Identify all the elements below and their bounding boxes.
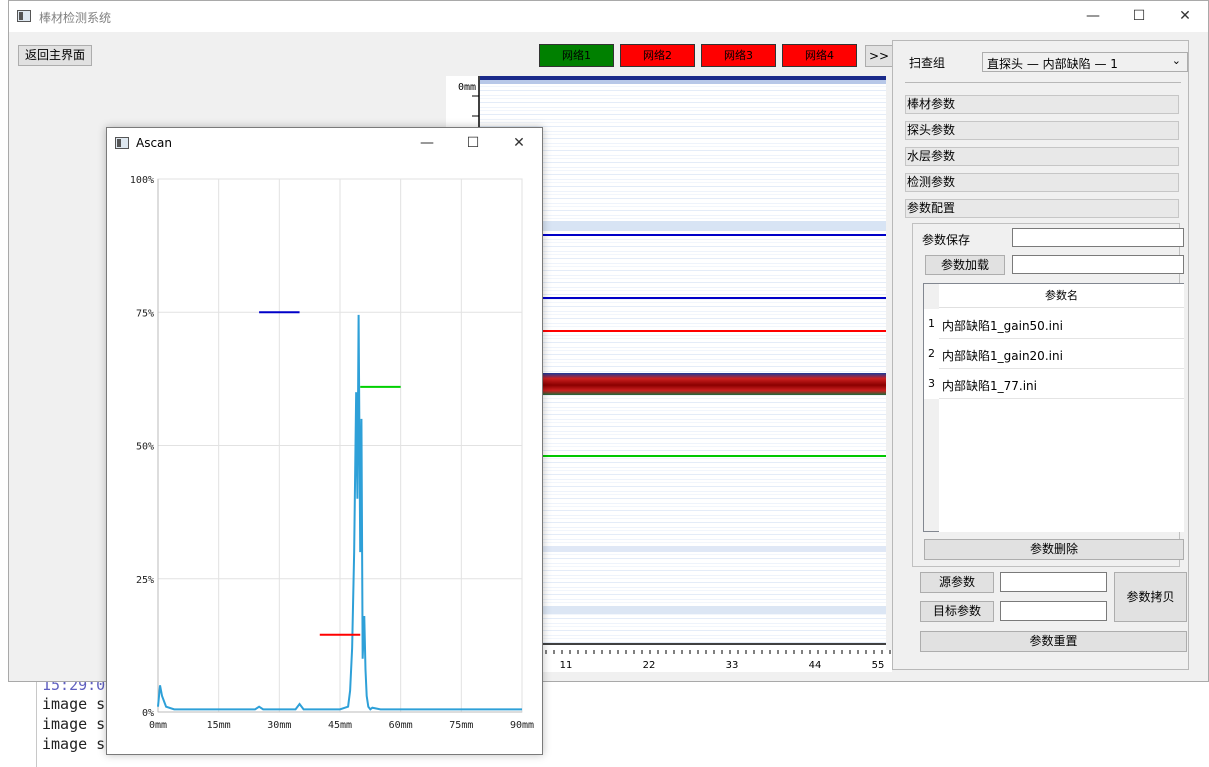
close-button[interactable]: ✕: [1179, 8, 1191, 24]
bscan-x-tick-label: 55: [872, 660, 885, 671]
minimize-button[interactable]: —: [1086, 8, 1100, 24]
bscan-x-tick-label: 11: [560, 660, 573, 671]
param-load-button[interactable]: 参数加载: [925, 255, 1005, 275]
scan-group-label: 扫查组: [909, 56, 946, 70]
row-param-name: 内部缺陷1_gain50.ini: [942, 319, 1063, 333]
back-to-main-button[interactable]: 返回主界面: [18, 45, 92, 66]
maximize-button[interactable]: ☐: [1132, 8, 1146, 24]
param-copy-button[interactable]: 参数拷贝: [1114, 572, 1187, 622]
param-delete-button[interactable]: 参数删除: [924, 539, 1184, 560]
minimize-button[interactable]: —: [420, 135, 434, 151]
source-param-input[interactable]: [1000, 572, 1107, 592]
network-3-button[interactable]: 网络3: [701, 44, 776, 67]
y-tick-label: 75%: [136, 308, 154, 319]
window-title: 棒材检测系统: [39, 11, 112, 25]
bscan-top-band-fade: [480, 80, 886, 84]
ascan-chart[interactable]: 0mm 15mm 30mm 45mm 60mm 75mm 90mm 0% 25% 50% 75% 10…: [107, 159, 542, 755]
row-index: 1: [924, 309, 939, 339]
bscan-x-tick-label: 33: [726, 660, 739, 671]
scan-group-value: 直探头 — 内部缺陷 — 1: [987, 57, 1118, 71]
bscan-x-ruler-labels: 11 22 33 44 55: [446, 650, 892, 672]
network-2-button[interactable]: 网络2: [620, 44, 695, 67]
y-tick-label: 0%: [142, 708, 154, 719]
ascan-title: Ascan: [136, 136, 173, 150]
divider: [905, 82, 1181, 83]
console-line: image s: [42, 695, 106, 713]
chevron-down-icon: ⌄: [1171, 54, 1181, 67]
console-line: image s: [42, 715, 106, 733]
table-row[interactable]: 1 内部缺陷1_gain50.ini: [924, 309, 1184, 339]
section-bar-params[interactable]: 棒材参数: [905, 95, 1179, 114]
source-param-button[interactable]: 源参数: [920, 572, 994, 593]
right-panel: 扫查组 直探头 — 内部缺陷 — 1 ⌄ 棒材参数 探头参数 水层参数 检测参数…: [892, 40, 1189, 670]
y-tick-label: 50%: [136, 442, 154, 453]
y-tick-label: 25%: [136, 575, 154, 586]
ascan-signal-line: [157, 314, 522, 711]
scan-group-select[interactable]: 直探头 — 内部缺陷 — 1 ⌄: [982, 52, 1188, 72]
bscan-x-ruler-svg: 11 22 33 44 55: [545, 650, 891, 671]
row-param-name: 内部缺陷1_gain20.ini: [942, 349, 1063, 363]
bscan-x-ruler: [480, 644, 886, 650]
bscan-top-band: [480, 76, 886, 80]
x-tick-label: 90mm: [510, 720, 534, 731]
row-index: 3: [924, 369, 939, 399]
network-4-button[interactable]: 网络4: [782, 44, 857, 67]
network-1-button[interactable]: 网络1: [539, 44, 614, 67]
param-table[interactable]: 参数名 1 内部缺陷1_gain50.ini 2 内部缺陷1_gain20.in…: [923, 283, 1184, 532]
table-row[interactable]: 2 内部缺陷1_gain20.ini: [924, 339, 1184, 369]
main-titlebar[interactable]: 棒材检测系统 — ☐ ✕: [9, 1, 1208, 32]
x-tick-label: 60mm: [389, 720, 413, 731]
console-line: image s: [42, 735, 106, 753]
param-table-header: 参数名: [939, 284, 1184, 308]
section-probe-params[interactable]: 探头参数: [905, 121, 1179, 140]
x-tick-label: 15mm: [207, 720, 231, 731]
row-param-name: 内部缺陷1_77.ini: [942, 379, 1037, 393]
table-row[interactable]: 3 内部缺陷1_77.ini: [924, 369, 1184, 399]
ascan-titlebar[interactable]: Ascan — ☐ ✕: [107, 128, 542, 159]
target-param-input[interactable]: [1000, 601, 1107, 621]
param-save-label: 参数保存: [922, 233, 971, 247]
more-networks-button[interactable]: >>: [865, 45, 893, 67]
param-table-body: [939, 284, 1184, 532]
close-button[interactable]: ✕: [513, 135, 525, 151]
x-tick-label: 0mm: [149, 720, 167, 731]
param-load-input[interactable]: [1012, 255, 1184, 274]
y-tick-label: 100%: [130, 175, 154, 186]
console-gutter: [36, 660, 37, 767]
row-index: 2: [924, 339, 939, 369]
section-inspection-params[interactable]: 检测参数: [905, 173, 1179, 192]
maximize-button[interactable]: ☐: [466, 135, 480, 151]
section-water-params[interactable]: 水层参数: [905, 147, 1179, 166]
app-icon: [115, 137, 129, 149]
ascan-window: Ascan — ☐ ✕ 0mm 15mm 30mm 45mm 60mm 75mm 90mm 0…: [106, 127, 543, 755]
param-reset-button[interactable]: 参数重置: [920, 631, 1187, 652]
section-param-config[interactable]: 参数配置: [905, 199, 1179, 218]
bscan-echo-band: [480, 221, 886, 231]
x-tick-label: 45mm: [328, 720, 352, 731]
bscan-x-tick-label: 22: [643, 660, 656, 671]
bscan-defect-band: [480, 373, 886, 395]
bscan-view[interactable]: 0mm 11 22 33 44 55: [446, 76, 892, 672]
x-tick-label: 30mm: [267, 720, 291, 731]
app-icon: [17, 10, 31, 22]
bscan-echo-band: [480, 546, 886, 552]
bscan-echo-band: [480, 606, 886, 614]
target-param-button[interactable]: 目标参数: [920, 601, 994, 622]
bscan-x-tick-label: 44: [809, 660, 822, 671]
x-tick-label: 75mm: [449, 720, 473, 731]
bscan-depth-label: 0mm: [458, 82, 476, 93]
param-save-input[interactable]: [1012, 228, 1184, 247]
